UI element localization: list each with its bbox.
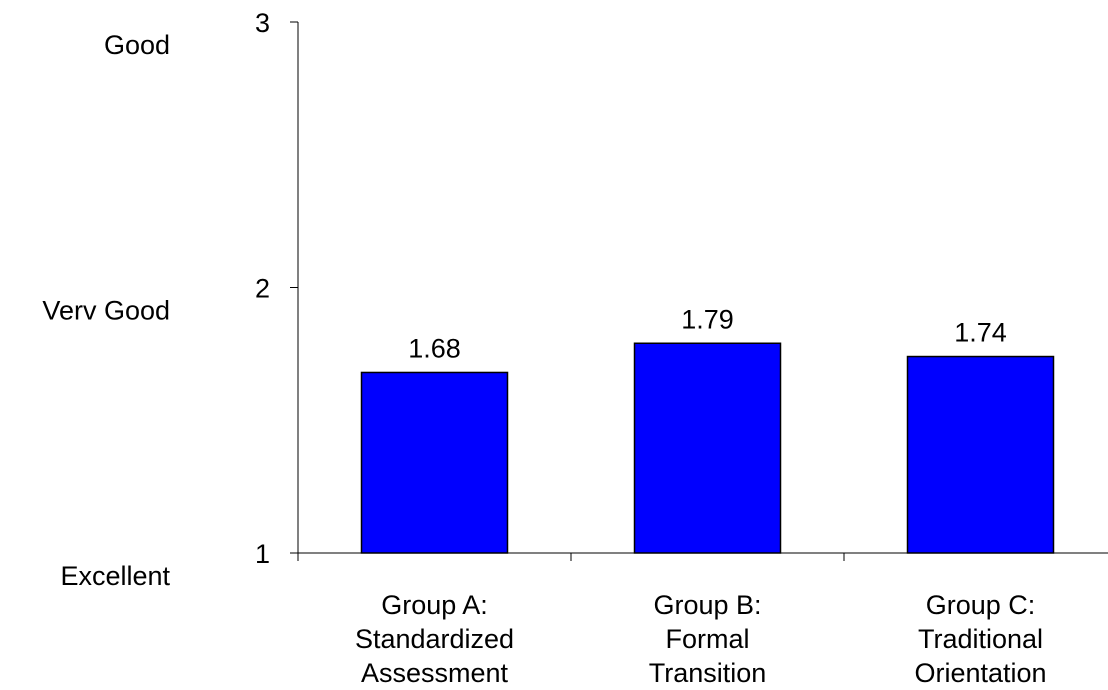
category-label-line: Traditional (918, 624, 1043, 654)
category-labels: Group A: Standardized Assessment Group B: Fo… (355, 590, 1047, 688)
y-tick-label: 1 (255, 539, 270, 569)
category-label-line: Orientation (914, 658, 1046, 688)
category-label-line: Group A: (381, 590, 488, 620)
bar (633, 342, 782, 554)
category-label-line: Group C: (926, 590, 1036, 620)
category-label-line: Transition (649, 658, 767, 688)
bar (360, 371, 509, 554)
data-labels: 1.68 1.79 1.74 (408, 304, 1007, 363)
rating-label: Excellent (60, 561, 170, 591)
category-label-line: Group B: (653, 590, 761, 620)
rating-labels: Excellent Verv Good Good (42, 30, 170, 591)
bars (360, 342, 1055, 554)
rating-label: Verv Good (42, 296, 170, 326)
category-label: Group B: Formal Transition (649, 590, 767, 688)
bar (906, 355, 1055, 554)
y-axis: 1 2 3 (255, 8, 299, 569)
category-label-line: Standardized (355, 624, 514, 654)
x-axis (297, 552, 1108, 561)
y-tick-label: 2 (255, 274, 270, 304)
data-label: 1.79 (681, 304, 734, 334)
category-label-line: Formal (665, 624, 749, 654)
data-label: 1.74 (954, 318, 1007, 348)
category-label-line: Assessment (361, 658, 509, 688)
rating-label: Good (104, 30, 170, 60)
data-label: 1.68 (408, 333, 461, 363)
category-label: Group A: Standardized Assessment (355, 590, 514, 688)
y-tick-label: 3 (255, 8, 270, 38)
category-label: Group C: Traditional Orientation (914, 590, 1046, 688)
